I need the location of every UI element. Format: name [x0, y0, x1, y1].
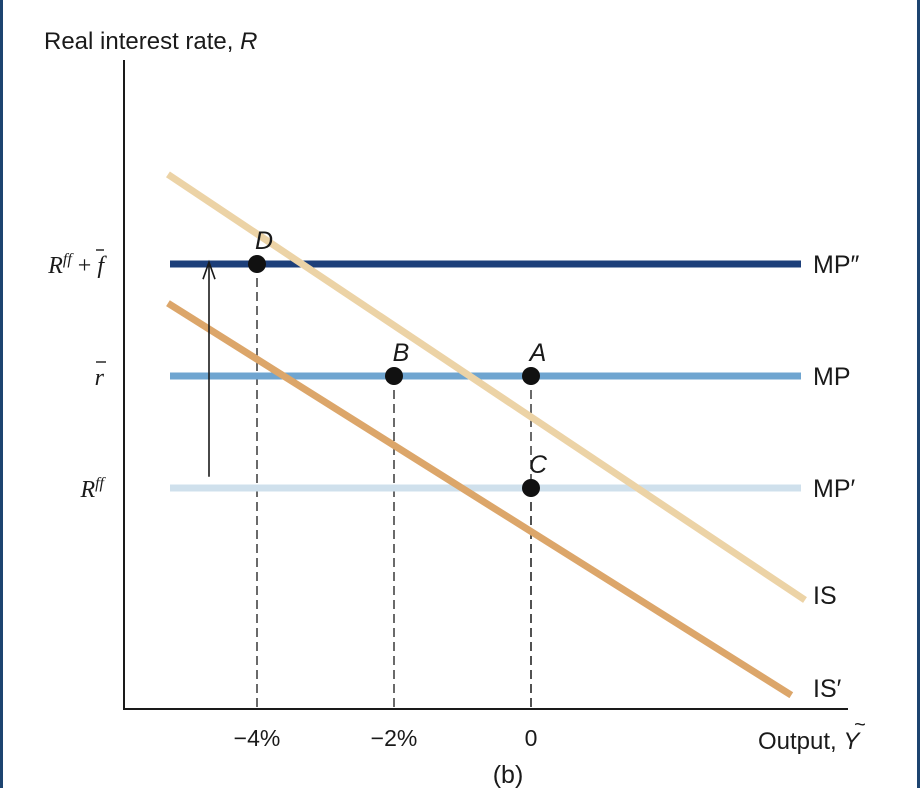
- is-curve-0: [166, 171, 807, 603]
- y-tick-label-0: Rff + f: [47, 251, 107, 279]
- point-label-b: B: [393, 339, 410, 367]
- point-b: [385, 367, 403, 385]
- point-label-d: D: [255, 227, 273, 255]
- point-label-a: A: [528, 339, 547, 367]
- panel-label: (b): [493, 761, 524, 788]
- x-axis-title: Output, Y: [758, 728, 861, 755]
- x-tick-label-0: −4%: [234, 725, 281, 751]
- y-tick-label-2: Rff: [79, 475, 106, 503]
- y-axis-title: Real interest rate, R: [44, 28, 257, 55]
- point-a: [522, 367, 540, 385]
- shift-arrow-head: [202, 259, 216, 280]
- x-axis-title-accent: ~: [854, 714, 866, 736]
- point-d: [248, 255, 266, 273]
- x-tick-label-1: −2%: [371, 725, 418, 751]
- is-label-1: IS′: [813, 675, 842, 703]
- point-c: [522, 479, 540, 497]
- mp-label-0: MP″: [813, 251, 860, 279]
- y-tick-label-1: r: [95, 365, 105, 391]
- x-tick-label-2: 0: [525, 725, 538, 751]
- point-label-c: C: [529, 451, 548, 479]
- mp-label-2: MP′: [813, 475, 856, 503]
- is-curve-1: [166, 300, 794, 699]
- is-label-0: IS: [813, 582, 837, 610]
- mp-label-1: MP: [813, 363, 851, 391]
